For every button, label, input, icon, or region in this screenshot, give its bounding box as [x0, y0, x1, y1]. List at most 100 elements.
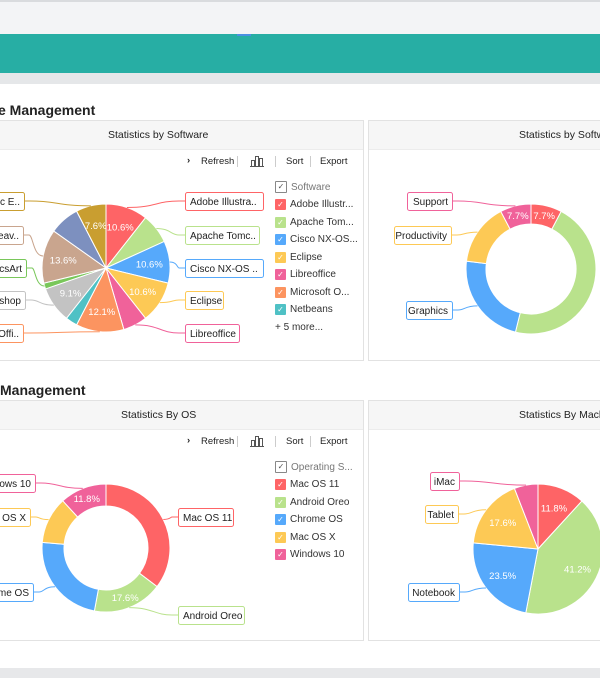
slice-value-label: 9.1%	[60, 289, 82, 300]
chart-slice[interactable]	[62, 483, 107, 518]
legend-item[interactable]: ✓ Mac OS 11	[275, 479, 339, 490]
slice-callout-label: Mac OS 11	[183, 513, 233, 524]
checkbox-icon[interactable]: ✓	[275, 234, 286, 245]
checkbox-icon[interactable]: ✓	[275, 269, 286, 280]
sort-button[interactable]: Sort	[286, 156, 304, 167]
chart-slice[interactable]	[472, 542, 539, 614]
section-heading: Management	[0, 382, 86, 398]
chart-slice[interactable]	[500, 203, 532, 230]
legend-item[interactable]: ✓ Netbeans	[275, 304, 333, 315]
chevron-right-icon[interactable]: ›	[187, 435, 191, 446]
header-shadow-strip	[0, 73, 600, 84]
refresh-button[interactable]: Refresh	[201, 436, 235, 447]
checkbox-icon[interactable]: ✓	[275, 199, 286, 210]
slice-value-label: 7.7%	[533, 211, 555, 222]
slice-callout-box	[0, 474, 36, 493]
legend-item[interactable]: ✓ Adobe Illustr...	[275, 199, 353, 210]
slice-callout-label: Libreoffice	[190, 329, 236, 340]
checkbox-icon[interactable]: ✓	[275, 514, 286, 525]
sort-button[interactable]: Sort	[286, 436, 304, 447]
checkbox-icon[interactable]: ✓	[275, 461, 287, 473]
legend-label: Cisco NX-OS...	[290, 234, 358, 245]
section-heading: e Management	[0, 102, 96, 118]
legend-item[interactable]: ✓ Chrome OS	[275, 514, 343, 525]
slice-value-label: 10.6%	[107, 222, 134, 233]
legend-label: Netbeans	[290, 304, 333, 315]
slice-callout-box	[0, 192, 25, 211]
chart-slice[interactable]	[105, 483, 171, 588]
chart-slice[interactable]	[465, 260, 521, 333]
chart-slice[interactable]	[465, 210, 511, 265]
slice-callout-label: Weav..	[0, 231, 19, 242]
chart-card-software-category	[368, 120, 600, 361]
legend-label: Adobe Illustr...	[290, 199, 354, 210]
checkbox-icon[interactable]: ✓	[275, 251, 286, 263]
card-title: Statistics by Softwa	[519, 129, 600, 141]
legend-item[interactable]: ✓ Apache Tom...	[275, 216, 354, 228]
bar-chart-icon[interactable]	[250, 155, 265, 167]
card-header	[369, 401, 600, 430]
legend-label: Microsoft O...	[290, 286, 350, 298]
slice-callout-label: Apache Tomc..	[190, 231, 256, 242]
checkbox-icon[interactable]: ✓	[275, 496, 286, 508]
slice-callout-box	[394, 226, 452, 245]
slice-callout-label: Cisco NX-OS ..	[190, 264, 258, 275]
chart-slice[interactable]	[75, 203, 107, 269]
legend-item[interactable]: ✓ Mac OS X	[275, 531, 336, 543]
label-leader-line	[459, 587, 487, 593]
label-leader-line	[459, 480, 527, 486]
slice-value-label: 13.6%	[50, 255, 77, 266]
checkbox-icon[interactable]: ✓	[275, 181, 287, 193]
legend-item[interactable]: ✓ Eclipse	[275, 251, 322, 263]
chart-slice[interactable]	[41, 230, 108, 284]
checkbox-icon[interactable]: ✓	[275, 549, 286, 560]
slice-callout-label: Productivity	[395, 231, 447, 242]
chart-2: Mac OS 11 17.6% Android Oreo ome OS c OS X 11…	[0, 474, 245, 625]
slice-callout-label: sic E..	[0, 197, 20, 208]
slice-value-label: 17.6%	[112, 593, 139, 604]
checkbox-icon[interactable]: ✓	[275, 479, 286, 490]
export-button[interactable]: Export	[320, 156, 348, 167]
legend-header[interactable]: ✓ Software	[275, 181, 330, 193]
app-header-bar	[0, 34, 600, 73]
chevron-right-icon[interactable]: ›	[187, 155, 191, 166]
checkbox-icon[interactable]: ✓	[275, 286, 286, 298]
legend-header[interactable]: ✓ Operating S...	[275, 461, 353, 473]
checkbox-icon[interactable]: ✓	[275, 304, 286, 315]
chart-slice[interactable]	[525, 500, 600, 615]
checkbox-icon[interactable]: ✓	[275, 216, 286, 228]
footer-strip	[0, 668, 600, 678]
slice-callout-label: Eclipse	[190, 296, 223, 307]
bar-chart-icon[interactable]	[250, 435, 265, 447]
chart-slice[interactable]	[472, 487, 539, 550]
slice-callout-box	[430, 472, 460, 491]
chart-slice[interactable]	[514, 210, 597, 335]
slice-callout-label: ome OS	[0, 588, 29, 599]
legend-more-link[interactable]: + 5 more...	[275, 321, 324, 333]
refresh-button[interactable]: Refresh	[201, 156, 235, 167]
legend-item[interactable]: ✓ Android Oreo	[275, 496, 349, 508]
checkbox-icon[interactable]: ✓	[275, 531, 286, 543]
slice-callout-box	[185, 259, 264, 278]
chart-3: 11.8% 41.2% 23.5% Notebook 17.6% Tablet iMac	[408, 472, 600, 615]
export-button[interactable]: Export	[320, 436, 348, 447]
slice-value-label: 12.1%	[88, 307, 115, 318]
label-leader-line	[452, 200, 516, 207]
slice-callout-label: iMac	[434, 477, 455, 488]
slice-callout-box	[0, 226, 24, 245]
legend-item[interactable]: ✓ Cisco NX-OS...	[275, 234, 358, 245]
active-tab-indicator	[237, 34, 251, 36]
legend-item[interactable]: ✓ Microsoft O...	[275, 286, 350, 298]
card-title: Statistics By OS	[121, 409, 197, 421]
toolbar-divider	[237, 436, 238, 447]
card-title: Statistics by Software	[108, 129, 209, 141]
toolbar-divider	[275, 156, 276, 167]
label-leader-line	[35, 482, 83, 489]
chart-slice[interactable]	[41, 541, 99, 612]
legend-item[interactable]: ✓ Windows 10	[275, 549, 344, 560]
legend-item[interactable]: ✓ Libreoffice	[275, 269, 336, 280]
toolbar-divider	[275, 436, 276, 447]
slice-callout-box	[185, 291, 224, 310]
slice-callout-box	[185, 192, 264, 211]
